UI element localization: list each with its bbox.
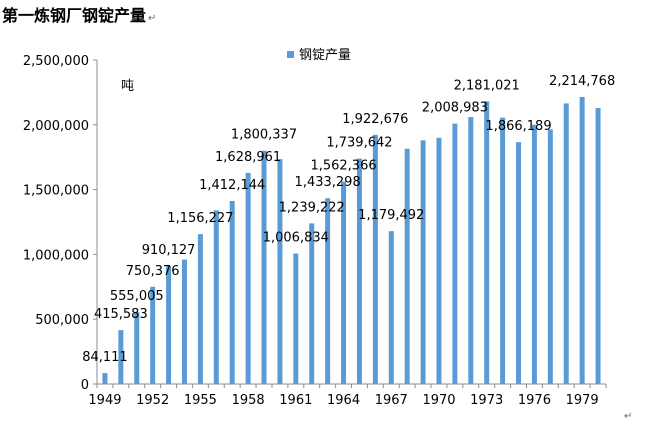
bar-1951 bbox=[134, 312, 140, 384]
data-label: 84,111 bbox=[82, 350, 128, 365]
data-label: 1,800,337 bbox=[231, 128, 297, 143]
data-label: 1,562,366 bbox=[310, 159, 376, 174]
x-tick-label: 1979 bbox=[566, 393, 599, 408]
bar-1954 bbox=[181, 259, 187, 384]
bar-1962 bbox=[309, 223, 315, 384]
bar-1956 bbox=[213, 210, 219, 384]
bar-1977 bbox=[547, 129, 553, 384]
bar-1964 bbox=[341, 181, 347, 384]
legend-swatch bbox=[287, 51, 294, 58]
data-label: 1,239,222 bbox=[279, 200, 345, 215]
bar-1970 bbox=[436, 137, 442, 384]
data-label: 750,376 bbox=[126, 264, 180, 279]
unit-label: 吨 bbox=[121, 79, 134, 94]
y-tick-label: 1,500,000 bbox=[23, 184, 89, 199]
data-label: 1,156,227 bbox=[167, 211, 233, 226]
x-tick-label: 1961 bbox=[279, 393, 312, 408]
bar-1975 bbox=[516, 142, 522, 384]
y-tick-label: 500,000 bbox=[35, 313, 89, 328]
data-label: 2,214,768 bbox=[549, 74, 615, 89]
bar-1953 bbox=[166, 266, 172, 384]
x-tick-label: 1964 bbox=[327, 393, 360, 408]
data-label: 1,866,189 bbox=[485, 119, 551, 134]
bar-1949 bbox=[102, 373, 108, 384]
x-tick-label: 1967 bbox=[375, 393, 408, 408]
x-tick-label: 1973 bbox=[470, 393, 503, 408]
bar-1959 bbox=[261, 150, 267, 384]
x-axis: 1949 1952 1955 1958 1961 1964 1967 1970 1973 1976… bbox=[88, 383, 607, 408]
bar-1952 bbox=[150, 286, 156, 384]
x-tick-label: 1976 bbox=[518, 393, 551, 408]
data-labels: 84,111 415,583 555,005 750,376 910,127 1,156,… bbox=[82, 74, 615, 365]
x-tick-label: 1949 bbox=[88, 393, 121, 408]
bar-1966 bbox=[372, 134, 378, 384]
bar-1978 bbox=[563, 103, 569, 384]
y-axis: 0 500,000 1,000,000 1,500,000 2,000,000 2,500… bbox=[23, 54, 98, 393]
data-label: 555,005 bbox=[110, 289, 164, 304]
bar-1955 bbox=[197, 234, 203, 384]
x-tick-label: 1955 bbox=[184, 393, 217, 408]
bar-1979 bbox=[579, 96, 585, 384]
data-label: 910,127 bbox=[142, 243, 196, 258]
y-tick-label: 1,000,000 bbox=[23, 248, 89, 263]
bar-1972 bbox=[468, 117, 474, 385]
data-label: 2,181,021 bbox=[454, 78, 520, 93]
data-label: 415,583 bbox=[94, 307, 148, 322]
bar-1973 bbox=[484, 101, 490, 385]
x-tick-label: 1952 bbox=[136, 393, 169, 408]
bar-1960 bbox=[277, 159, 283, 384]
bar-1963 bbox=[325, 198, 331, 384]
data-label: 1,412,144 bbox=[199, 178, 265, 193]
x-tick-label: 1970 bbox=[422, 393, 455, 408]
x-tick-label: 1958 bbox=[232, 393, 265, 408]
data-label: 1,739,642 bbox=[326, 136, 392, 151]
y-tick-label: 2,000,000 bbox=[23, 119, 89, 134]
data-label: 1,433,298 bbox=[295, 175, 361, 190]
bar-1968 bbox=[404, 148, 410, 384]
bar-1950 bbox=[118, 330, 124, 384]
return-mark: ↵ bbox=[148, 13, 157, 24]
bar-1971 bbox=[452, 123, 458, 384]
return-mark-corner: ↵ bbox=[624, 411, 632, 422]
bar-1967 bbox=[388, 231, 394, 384]
bar-1980 bbox=[595, 107, 601, 385]
bar-1976 bbox=[531, 124, 537, 385]
bar-1957 bbox=[229, 200, 235, 384]
data-label: 1,179,492 bbox=[358, 208, 424, 223]
legend: 钢锭产量 bbox=[287, 48, 351, 63]
data-label: 1,922,676 bbox=[342, 112, 408, 127]
data-label: 1,006,834 bbox=[263, 231, 329, 246]
y-tick-label: 0 bbox=[81, 378, 89, 393]
bar-1965 bbox=[356, 158, 362, 384]
data-label: 1,628,961 bbox=[215, 150, 281, 165]
chart-title-text: 第一炼钢厂钢锭产量 bbox=[2, 6, 147, 25]
y-tick-label: 2,500,000 bbox=[23, 54, 89, 69]
bar-1958 bbox=[245, 172, 251, 384]
legend-label: 钢锭产量 bbox=[299, 48, 351, 63]
chart-title: 第一炼钢厂钢锭产量 ↵ bbox=[2, 2, 156, 26]
bar-1974 bbox=[500, 117, 506, 384]
data-label: 2,008,983 bbox=[422, 101, 488, 116]
bar-1969 bbox=[420, 140, 426, 384]
bars bbox=[102, 96, 601, 385]
bar-1961 bbox=[293, 253, 299, 384]
